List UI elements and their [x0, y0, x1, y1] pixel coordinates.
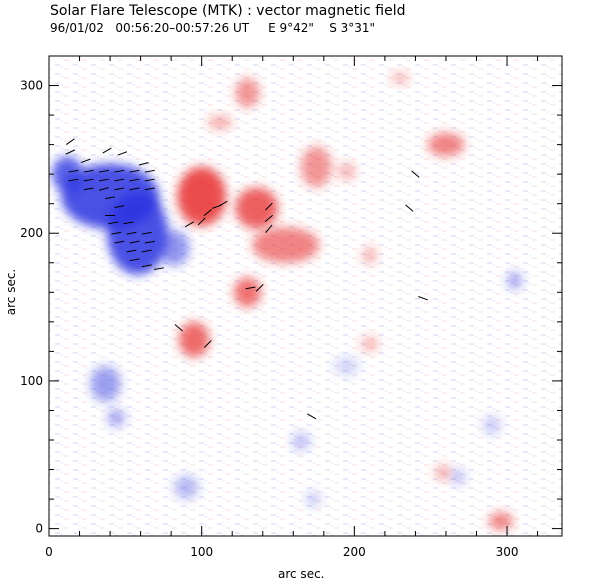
- negative-polarity-region: [107, 191, 169, 275]
- positive-polarity-region: [391, 72, 410, 85]
- vector-segment: [411, 170, 420, 178]
- vector-segment: [114, 178, 125, 182]
- negative-polarity-region: [107, 408, 126, 427]
- vector-segment: [138, 162, 149, 166]
- vector-segment: [141, 249, 152, 253]
- vector-segment: [245, 286, 256, 290]
- vector-segment: [405, 204, 414, 212]
- negative-polarity-region: [90, 366, 121, 402]
- vector-segment: [141, 264, 152, 268]
- vector-segment: [126, 249, 137, 253]
- vector-segment: [144, 169, 155, 173]
- plot-frame: [48, 55, 563, 537]
- background-noise: [49, 56, 562, 536]
- vector-segment: [184, 221, 195, 228]
- x-tick-label: 100: [190, 545, 213, 559]
- positive-polarity-region: [235, 187, 279, 229]
- vector-segment: [111, 231, 122, 235]
- vector-segment: [105, 196, 116, 200]
- vector-segment: [129, 240, 140, 244]
- positive-polarity-region: [427, 132, 465, 157]
- chart-title: Solar Flare Telescope (MTK) : vector mag…: [50, 3, 406, 19]
- vector-segment: [129, 187, 140, 191]
- plot-area: [49, 56, 562, 536]
- x-axis-label: arc sec.: [278, 567, 325, 581]
- negative-polarity-region: [291, 432, 311, 451]
- vector-segment: [144, 178, 155, 182]
- positive-polarity-region: [178, 321, 210, 358]
- vector-segment: [265, 224, 273, 233]
- vector-segment: [114, 205, 125, 209]
- negative-polarity-region: [482, 416, 501, 435]
- vector-segment: [129, 258, 140, 262]
- vector-segment: [83, 187, 94, 191]
- positive-polarity-region: [207, 115, 233, 130]
- vector-segment: [129, 178, 140, 182]
- vector-segment: [80, 158, 91, 164]
- positive-polarity-region: [435, 465, 451, 480]
- x-tick-label: 300: [496, 545, 519, 559]
- y-tick-label: 0: [35, 522, 43, 536]
- vector-segment: [83, 169, 94, 173]
- vector-segment: [144, 240, 155, 244]
- vector-segment: [203, 208, 212, 217]
- vector-segment: [264, 202, 273, 211]
- vector-segment: [68, 169, 79, 173]
- vector-segment: [126, 231, 137, 235]
- negative-polarity-region: [450, 469, 466, 485]
- vector-segment: [123, 221, 134, 225]
- vector-segment: [83, 178, 94, 182]
- vector-segment: [108, 221, 119, 225]
- vector-segment: [153, 267, 164, 271]
- positive-polarity-region: [252, 227, 320, 263]
- y-tick-label: 100: [20, 374, 43, 388]
- negative-polarity-region: [158, 230, 190, 266]
- axes: 0 100 200 300 0 100 200 300: [20, 55, 563, 559]
- vector-segment: [418, 296, 428, 301]
- vector-segment: [255, 283, 264, 292]
- y-tick-label: 300: [20, 79, 43, 93]
- negative-polarity-region: [305, 491, 321, 507]
- vector-segment: [144, 187, 155, 191]
- vector-segment: [117, 151, 128, 156]
- vector-segment: [203, 340, 212, 348]
- x-tick-label: 0: [45, 545, 53, 559]
- vector-segment: [65, 149, 76, 155]
- positive-polarity-region: [300, 146, 332, 188]
- positive-polarity-region: [488, 512, 514, 531]
- vector-segment: [102, 147, 112, 154]
- negative-polarity-region: [507, 271, 523, 290]
- chart-subtitle: 96/01/02 00:56:20–00:57:26 UT E 9°42" S …: [50, 21, 376, 35]
- vector-segment: [218, 200, 228, 207]
- negative-polarity-region: [52, 156, 83, 192]
- vector-segment: [174, 324, 183, 332]
- vector-segment: [114, 187, 125, 191]
- vector-segment: [114, 240, 125, 244]
- positive-polarity-region: [360, 336, 379, 352]
- vector-segment: [65, 138, 75, 145]
- y-tick-label: 200: [20, 226, 43, 240]
- vector-segment: [197, 217, 206, 226]
- negative-polarity-region: [334, 357, 359, 376]
- vector-segment: [307, 413, 317, 420]
- vector-segment: [99, 187, 109, 191]
- vector-segment: [129, 169, 140, 173]
- positive-polarity-region: [361, 246, 378, 265]
- positive-polarity-region: [177, 166, 227, 226]
- negative-polarity-region: [174, 475, 199, 500]
- vector-segment: [98, 169, 109, 173]
- vector-segment: [98, 178, 109, 182]
- positive-polarity-region: [337, 162, 356, 181]
- positive-polarity-region: [235, 78, 260, 108]
- x-tick-label: 200: [343, 545, 366, 559]
- vector-segment: [264, 214, 274, 223]
- vector-segment: [114, 169, 125, 173]
- vector-segment: [141, 231, 152, 235]
- positive-polarity-region: [233, 277, 262, 308]
- vector-segment: [68, 178, 79, 182]
